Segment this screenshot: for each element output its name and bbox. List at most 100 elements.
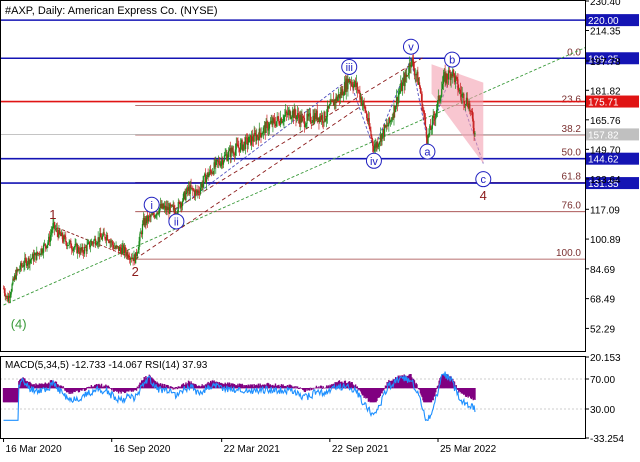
indicator-tick-label: 20.153 bbox=[590, 353, 621, 364]
candle-body bbox=[25, 258, 26, 260]
candle-body bbox=[208, 174, 209, 177]
wave-label-2: 2 bbox=[132, 264, 139, 279]
candle-body bbox=[96, 245, 97, 246]
macd-bar bbox=[416, 384, 417, 388]
candle-body bbox=[41, 249, 42, 253]
macd-bar bbox=[474, 388, 475, 400]
candle-body bbox=[439, 99, 440, 101]
fib-level-label: 76.0 bbox=[562, 201, 582, 212]
candle-body bbox=[370, 131, 371, 137]
candle-body bbox=[223, 161, 224, 165]
candle-body bbox=[215, 160, 216, 167]
candle-body bbox=[443, 75, 444, 84]
wave-label-1: 1 bbox=[49, 207, 56, 222]
candle-body bbox=[10, 294, 11, 297]
candle-body bbox=[372, 139, 373, 146]
candle-body bbox=[138, 250, 139, 254]
candle-body bbox=[378, 144, 379, 146]
candle-body bbox=[19, 269, 20, 270]
macd-bar bbox=[321, 386, 322, 389]
candle-body bbox=[357, 83, 358, 90]
y-tick-label: 68.49 bbox=[590, 295, 615, 306]
candle-body bbox=[456, 76, 457, 77]
candle-body bbox=[398, 95, 399, 103]
candle-body bbox=[284, 115, 285, 116]
candle-body bbox=[270, 123, 271, 124]
candle-body bbox=[431, 129, 432, 130]
candle-body bbox=[107, 235, 108, 240]
candle-body bbox=[310, 113, 311, 122]
candle-body bbox=[158, 213, 159, 214]
candle-body bbox=[278, 119, 279, 124]
candle-body bbox=[252, 136, 253, 141]
candle-body bbox=[413, 61, 414, 68]
wave-label-iv: iv bbox=[370, 156, 378, 168]
candle-body bbox=[78, 247, 79, 252]
candle-body bbox=[428, 134, 429, 135]
candle-body bbox=[254, 133, 255, 134]
candle-body bbox=[291, 117, 292, 118]
candle-body bbox=[102, 236, 103, 240]
candle-body bbox=[364, 106, 365, 111]
candle-body bbox=[305, 126, 306, 127]
candle-body bbox=[364, 101, 365, 105]
candle-body bbox=[51, 232, 52, 235]
candle-body bbox=[294, 109, 295, 115]
candle-body bbox=[441, 89, 442, 96]
macd-bar bbox=[311, 388, 312, 390]
y-tick-label: 117.09 bbox=[590, 205, 620, 216]
candle-body bbox=[286, 111, 287, 113]
candle-body bbox=[120, 247, 121, 249]
candle-body bbox=[62, 233, 63, 240]
candle-body bbox=[370, 127, 371, 131]
candle-body bbox=[277, 117, 278, 119]
y-tick-label: 230.40 bbox=[590, 0, 621, 8]
candle-body bbox=[39, 253, 40, 255]
candle-body bbox=[395, 107, 396, 112]
candle-body bbox=[97, 243, 98, 244]
candle-body bbox=[219, 161, 220, 164]
candle-body bbox=[274, 119, 275, 123]
candle-body bbox=[178, 202, 179, 212]
candle-body bbox=[224, 156, 225, 161]
candle-body bbox=[139, 234, 140, 242]
candle-body bbox=[29, 260, 30, 265]
candle-body bbox=[68, 245, 69, 246]
candle-body bbox=[206, 177, 207, 183]
candle-body bbox=[174, 210, 175, 214]
candle-body bbox=[266, 122, 267, 123]
candle-body bbox=[11, 291, 12, 294]
candle-body bbox=[151, 215, 152, 216]
candle-body bbox=[100, 233, 101, 237]
wave-label-i: i bbox=[150, 200, 152, 212]
candle-body bbox=[42, 253, 43, 254]
candle-body bbox=[408, 73, 409, 75]
candle-body bbox=[362, 104, 363, 105]
candle-body bbox=[233, 152, 234, 155]
candle-body bbox=[153, 213, 154, 215]
candle-body bbox=[329, 104, 330, 105]
indicator-tick-label: 70.00 bbox=[590, 375, 615, 386]
candle-body bbox=[433, 116, 434, 118]
candle-body bbox=[163, 207, 164, 208]
candle-body bbox=[237, 144, 238, 145]
candle-body bbox=[432, 118, 433, 129]
candle-body bbox=[266, 122, 267, 133]
chart-title: #AXP, Daily: American Express Co. (NYSE) bbox=[5, 5, 218, 17]
candle-body bbox=[391, 121, 392, 122]
candle-body bbox=[138, 241, 139, 249]
y-tick-label: 133.64 bbox=[590, 175, 621, 186]
candle-body bbox=[260, 129, 261, 134]
candle-body bbox=[342, 89, 343, 95]
candle-body bbox=[423, 110, 424, 114]
candle-body bbox=[104, 235, 105, 239]
candle-body bbox=[457, 79, 458, 90]
candle-body bbox=[289, 110, 290, 118]
candle-body bbox=[173, 206, 174, 210]
candle-body bbox=[248, 142, 249, 145]
candle-body bbox=[185, 193, 186, 200]
y-tick-label: 181.82 bbox=[590, 86, 621, 97]
candle-body bbox=[424, 114, 425, 117]
candle-body bbox=[283, 121, 284, 122]
